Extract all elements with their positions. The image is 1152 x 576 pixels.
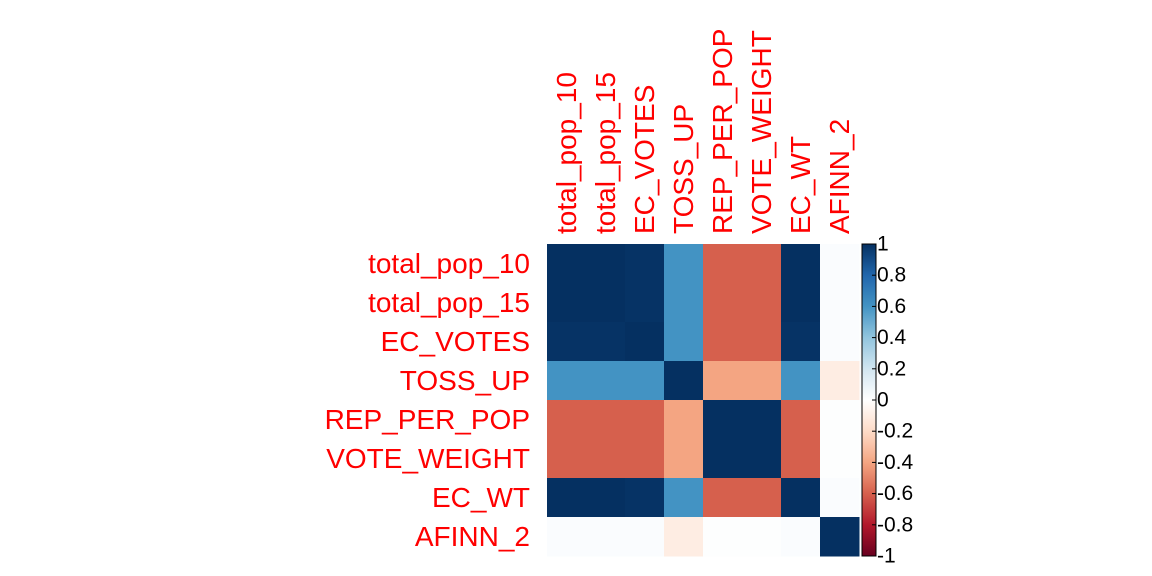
heatmap-cell: [820, 400, 860, 440]
color-legend: 1 0.8 0.6 0.4 0.2 0 -0.2 -0.4 -0.6 -0.8 -1: [861, 233, 914, 568]
heatmap-cell: [781, 361, 821, 401]
heatmap-cell: [586, 400, 626, 440]
legend-tick-label: -0.6: [877, 482, 913, 505]
heatmap-cells: [547, 244, 860, 557]
column-label: total_pop_10: [551, 72, 582, 234]
heatmap-cell: [547, 283, 587, 323]
heatmap-cell: [547, 244, 587, 284]
row-label: AFINN_2: [415, 521, 530, 552]
heatmap-cell: [781, 478, 821, 518]
row-label: VOTE_WEIGHT: [326, 443, 530, 474]
heatmap-cell: [664, 400, 704, 440]
heatmap-cell: [547, 361, 587, 401]
heatmap-cell: [586, 439, 626, 479]
heatmap-cell: [742, 283, 782, 323]
heatmap-cell: [625, 478, 665, 518]
heatmap-cell: [664, 439, 704, 479]
heatmap-cell: [781, 283, 821, 323]
heatmap-cell: [625, 244, 665, 284]
heatmap-cell: [703, 478, 743, 518]
heatmap-cell: [781, 322, 821, 362]
heatmap-cell: [586, 478, 626, 518]
legend-tick-label: 0: [877, 389, 889, 412]
column-label: TOSS_UP: [668, 104, 699, 234]
heatmap-cell: [820, 439, 860, 479]
column-label: VOTE_WEIGHT: [746, 30, 777, 234]
heatmap-cell: [625, 361, 665, 401]
legend-tick-label: 0.6: [877, 295, 906, 318]
heatmap-cell: [781, 517, 821, 557]
row-label: TOSS_UP: [400, 365, 530, 396]
column-label: EC_VOTES: [629, 85, 660, 234]
legend-tick-label: 1: [877, 233, 889, 256]
heatmap-cell: [820, 322, 860, 362]
heatmap-cell: [781, 244, 821, 284]
heatmap-cell: [781, 439, 821, 479]
row-label: total_pop_10: [368, 248, 530, 279]
legend-tick-label: -0.8: [877, 513, 913, 536]
row-labels: total_pop_10 total_pop_15 EC_VOTES TOSS_UP R…: [325, 248, 530, 552]
heatmap-cell: [547, 400, 587, 440]
column-labels: total_pop_10 total_pop_15 EC_VOTES TOSS_UP R…: [551, 29, 855, 234]
heatmap-cell: [703, 244, 743, 284]
row-label: REP_PER_POP: [325, 404, 530, 435]
row-label: EC_VOTES: [381, 326, 530, 357]
heatmap-cell: [664, 478, 704, 518]
heatmap-cell: [664, 244, 704, 284]
heatmap-cell: [625, 439, 665, 479]
heatmap-cell: [742, 517, 782, 557]
heatmap-cell: [820, 478, 860, 518]
heatmap-cell: [664, 322, 704, 362]
heatmap-cell: [586, 322, 626, 362]
heatmap-cell: [664, 283, 704, 323]
column-label: EC_WT: [785, 136, 816, 234]
heatmap-cell: [703, 283, 743, 323]
heatmap-cell: [703, 439, 743, 479]
heatmap-cell: [820, 244, 860, 284]
heatmap-cell: [586, 283, 626, 323]
heatmap-cell: [625, 322, 665, 362]
heatmap-cell: [625, 400, 665, 440]
heatmap-cell: [625, 517, 665, 557]
heatmap-cell: [625, 283, 665, 323]
row-label: total_pop_15: [368, 287, 530, 318]
legend-tick-label: -0.4: [877, 451, 914, 474]
heatmap-cell: [742, 400, 782, 440]
legend-tick-label: -1: [877, 545, 896, 568]
heatmap-cell: [742, 478, 782, 518]
heatmap-cell: [547, 439, 587, 479]
heatmap-cell: [586, 361, 626, 401]
heatmap-cell: [820, 517, 860, 557]
legend-tick-label: 0.4: [877, 326, 907, 349]
column-label: REP_PER_POP: [707, 29, 738, 234]
heatmap-cell: [742, 244, 782, 284]
heatmap-cell: [664, 517, 704, 557]
heatmap-cell: [547, 478, 587, 518]
legend-tick-label: 0.8: [877, 264, 906, 287]
heatmap-cell: [547, 517, 587, 557]
heatmap-cell: [703, 361, 743, 401]
heatmap-cell: [742, 361, 782, 401]
legend-color-bar: [862, 244, 876, 556]
heatmap-cell: [547, 322, 587, 362]
row-label: EC_WT: [432, 482, 530, 513]
heatmap-cell: [820, 361, 860, 401]
legend-tick-label: -0.2: [877, 420, 913, 443]
heatmap-cell: [742, 322, 782, 362]
heatmap-cell: [703, 322, 743, 362]
heatmap-cell: [742, 439, 782, 479]
column-label: total_pop_15: [590, 72, 621, 234]
heatmap-cell: [820, 283, 860, 323]
column-label: AFINN_2: [824, 119, 855, 234]
heatmap-cell: [703, 517, 743, 557]
heatmap-cell: [664, 361, 704, 401]
heatmap-cell: [586, 517, 626, 557]
heatmap-cell: [586, 244, 626, 284]
heatmap-cell: [703, 400, 743, 440]
legend-tick-label: 0.2: [877, 357, 906, 380]
heatmap-cell: [781, 400, 821, 440]
